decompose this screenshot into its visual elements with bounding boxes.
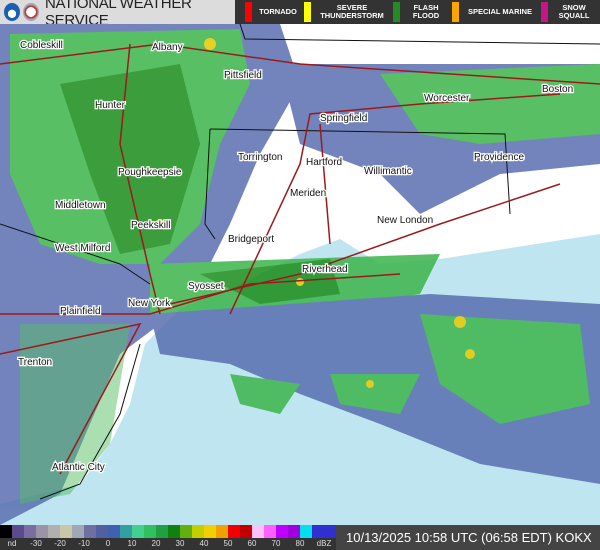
highways [0,43,600,475]
city-label: Bridgeport [228,234,274,245]
scale-label: 50 [223,539,233,548]
scale-swatch [156,525,168,538]
scale-label: dBZ [316,539,332,548]
scale-label: 60 [247,539,257,548]
city-label: Poughkeepsie [118,167,182,178]
dbz-color-scale [0,525,336,538]
warning-type: SEVERE THUNDERSTORM [304,0,387,24]
city-label: New London [377,215,433,226]
scale-label: -20 [54,539,66,548]
scale-label: 80 [295,539,305,548]
warning-type: TORNADO [245,0,298,24]
scale-label: 0 [105,539,111,548]
scale-swatch [60,525,72,538]
warning-swatch [541,2,548,22]
scale-swatch [288,525,300,538]
scale-swatch [12,525,24,538]
scale-swatch [228,525,240,538]
city-label: Riverhead [302,264,348,275]
warning-legend: TORNADO SEVERE THUNDERSTORM FLASH FLOOD SPE… [235,0,600,24]
city-label: Pittsfield [224,70,262,81]
city-label: Syosset [188,281,224,292]
scale-swatch [192,525,204,538]
radar-map[interactable]: Cobleskill Albany Pittsfield Hunter Springfi… [0,24,600,525]
city-label: Providence [474,152,524,163]
city-label: Meriden [290,188,326,199]
city-labels: Cobleskill Albany Pittsfield Hunter Springfi… [17,39,575,475]
timestamp: 10/13/2025 10:58 UTC (06:58 EDT) KOKX [336,525,600,550]
scale-swatch [276,525,288,538]
scale-swatch [324,525,336,538]
city-label: Hunter [95,100,126,111]
scale-swatch [264,525,276,538]
nws-branding: NATIONAL WEATHER SERVICE [0,0,235,29]
city-label: Peekskill [131,220,170,231]
city-label: Cobleskill [20,40,63,51]
state-borders [0,24,600,500]
scale-swatch [36,525,48,538]
warning-label: TORNADO [259,7,297,16]
city-label: West Milford [55,243,110,254]
warning-type: SPECIAL MARINE [452,0,535,24]
scale-label: 70 [271,539,281,548]
city-label: Springfield [320,113,367,124]
scale-swatch [312,525,324,538]
nws-logo [22,3,39,21]
scale-swatch [72,525,84,538]
scale-label: -30 [30,539,42,548]
scale-swatch [180,525,192,538]
warning-swatch [245,2,252,22]
city-label: New York [128,298,171,309]
city-label: Plainfield [60,306,101,317]
warning-label: SNOW SQUALL [558,3,590,20]
scale-swatch [168,525,180,538]
reflectivity-legend: nd -30 -20 -10 0 10 20 30 40 50 60 70 80 dBZ [0,525,336,550]
scale-swatch [48,525,60,538]
city-label: Hartford [306,157,342,168]
scale-label: 20 [151,539,161,548]
warning-swatch [452,2,459,22]
warning-label: SEVERE THUNDERSTORM [320,3,384,20]
scale-label: 40 [199,539,209,548]
city-label: Trenton [18,357,52,368]
scale-swatch [120,525,132,538]
scale-swatch [24,525,36,538]
scale-swatch [0,525,12,538]
warning-label: SPECIAL MARINE [467,7,533,16]
scale-swatch [132,525,144,538]
warning-type: SNOW SQUALL [541,0,594,24]
scale-swatch [84,525,96,538]
dbz-tick-labels: nd -30 -20 -10 0 10 20 30 40 50 60 70 80 dBZ [0,538,336,550]
scale-swatch [216,525,228,538]
city-label: Willimantic [364,166,412,177]
noaa-logo [4,3,20,21]
warning-swatch [393,2,400,22]
scale-label: nd [7,539,17,548]
scale-swatch [240,525,252,538]
scale-swatch [144,525,156,538]
scale-label: 10 [127,539,137,548]
scale-swatch [96,525,108,538]
city-label: Middletown [55,200,106,211]
scale-swatch [204,525,216,538]
warning-label: FLASH FLOOD [412,3,440,20]
city-label: Torrington [238,152,282,163]
city-label: Albany [152,42,183,53]
scale-swatch [300,525,312,538]
warning-swatch [304,2,311,22]
header: NATIONAL WEATHER SERVICE TORNADO SEVERE T… [0,0,600,29]
city-label: Worcester [424,93,470,104]
scale-label: -10 [78,539,90,548]
city-label: Boston [542,84,573,95]
radar-echoes [0,24,600,525]
scale-swatch [108,525,120,538]
scale-label: 30 [175,539,185,548]
warning-type: FLASH FLOOD [393,0,446,24]
scale-swatch [252,525,264,538]
city-label: Atlantic City [52,462,105,473]
